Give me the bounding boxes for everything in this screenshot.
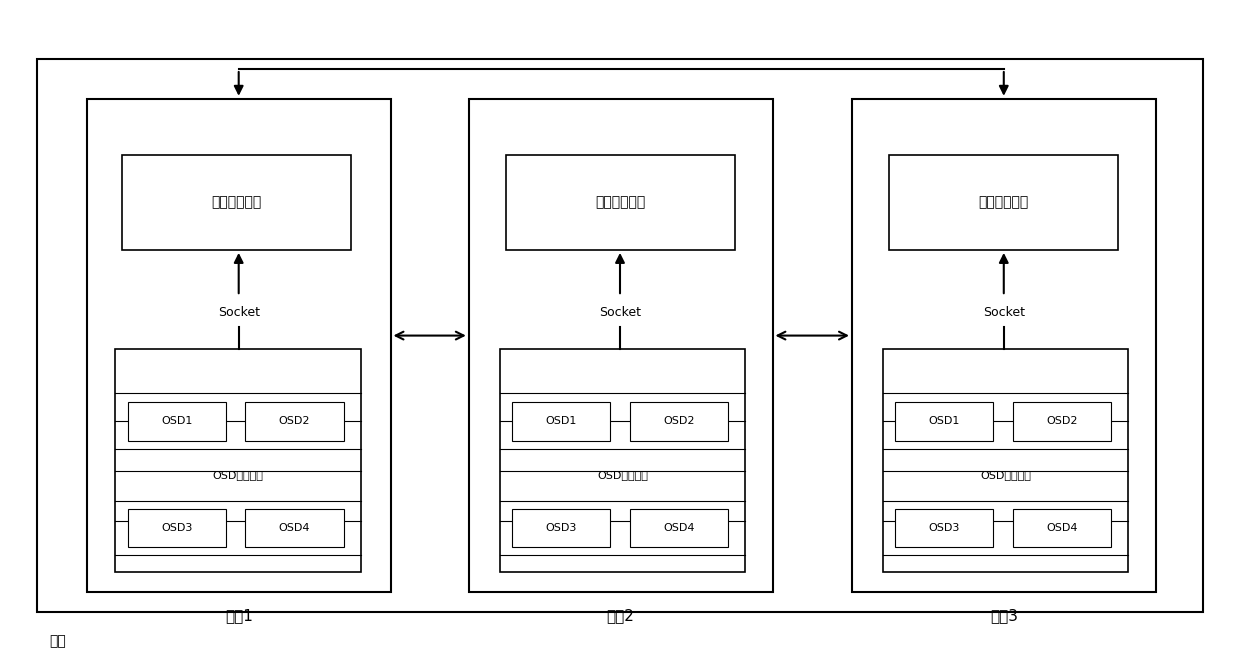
Bar: [1013, 509, 1111, 547]
Text: 磁盘检测模块: 磁盘检测模块: [978, 195, 1029, 209]
Text: 节点2: 节点2: [606, 608, 634, 622]
Text: OSD3: OSD3: [161, 522, 192, 533]
Bar: [115, 349, 361, 572]
Text: OSD4: OSD4: [663, 522, 694, 533]
Bar: [630, 402, 728, 441]
Bar: [128, 402, 226, 441]
Bar: [128, 509, 226, 547]
Text: OSD服务模块: OSD服务模块: [212, 470, 264, 480]
Text: OSD3: OSD3: [546, 522, 577, 533]
Bar: [500, 349, 745, 572]
Bar: [37, 59, 1203, 612]
Bar: [852, 99, 1156, 592]
Text: OSD1: OSD1: [929, 417, 960, 426]
Bar: [469, 99, 773, 592]
Bar: [506, 155, 735, 250]
Text: OSD4: OSD4: [279, 522, 310, 533]
Text: Socket: Socket: [599, 306, 641, 319]
Bar: [122, 155, 351, 250]
Text: OSD1: OSD1: [161, 417, 192, 426]
Text: OSD2: OSD2: [663, 417, 694, 426]
Text: OSD1: OSD1: [546, 417, 577, 426]
Bar: [895, 402, 993, 441]
Text: OSD2: OSD2: [1047, 417, 1078, 426]
Text: OSD服务模块: OSD服务模块: [980, 470, 1032, 480]
Bar: [630, 509, 728, 547]
Bar: [512, 402, 610, 441]
Bar: [512, 509, 610, 547]
Bar: [246, 509, 343, 547]
Bar: [246, 402, 343, 441]
Text: 节点1: 节点1: [224, 608, 253, 622]
Bar: [889, 155, 1118, 250]
Text: Socket: Socket: [218, 306, 259, 319]
Text: OSD3: OSD3: [929, 522, 960, 533]
Bar: [87, 99, 391, 592]
Text: Socket: Socket: [983, 306, 1024, 319]
Text: 节点3: 节点3: [990, 608, 1018, 622]
Text: 磁盘检测模块: 磁盘检测模块: [211, 195, 262, 209]
Bar: [1013, 402, 1111, 441]
Text: 磁盘检测模块: 磁盘检测模块: [595, 195, 646, 209]
Bar: [895, 509, 993, 547]
Text: OSD2: OSD2: [279, 417, 310, 426]
Bar: [883, 349, 1128, 572]
Text: 集群: 集群: [50, 634, 67, 649]
Text: OSD4: OSD4: [1047, 522, 1078, 533]
Text: OSD服务模块: OSD服务模块: [596, 470, 649, 480]
